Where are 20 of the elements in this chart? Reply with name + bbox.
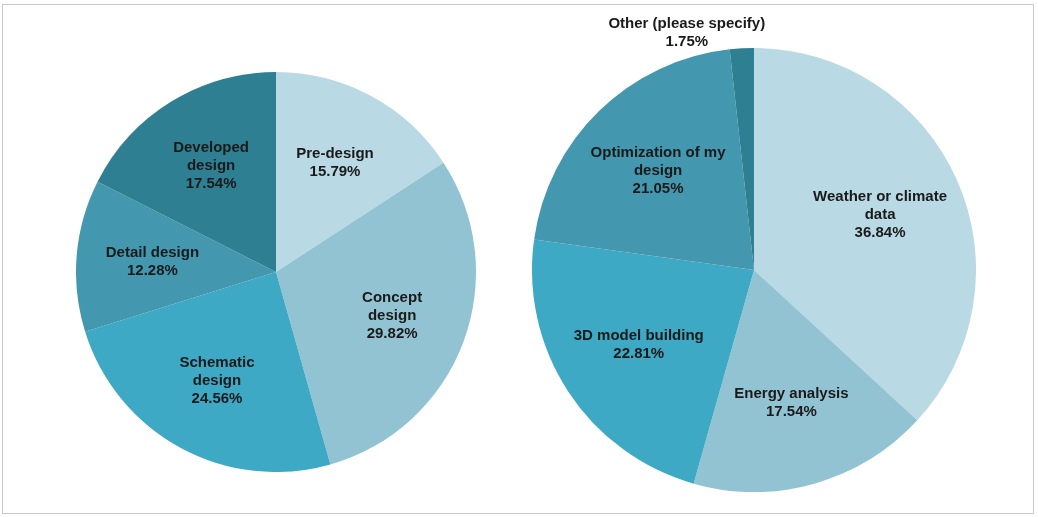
data-label: 22.81%	[613, 344, 665, 362]
data-label: 17.54%	[185, 174, 237, 192]
slice-label: 3D model building	[573, 326, 704, 344]
slice-label: Detail design	[105, 242, 200, 260]
slice-label: Developed design	[173, 138, 249, 174]
slice-label: Optimization of my design	[590, 143, 727, 179]
slice-label: Other (please specify)	[608, 14, 766, 32]
data-label: 17.54%	[766, 401, 817, 419]
data-label: 15.79%	[309, 162, 361, 180]
data-label: 29.82%	[366, 323, 418, 341]
slice-label: Schematic design	[179, 353, 255, 389]
data-label: 36.84%	[854, 222, 906, 240]
slice-label: Energy analysis	[734, 383, 849, 401]
data-label: 1.75%	[665, 32, 709, 50]
data-label: 24.56%	[191, 389, 243, 407]
slice-label: Pre-design	[296, 144, 374, 162]
slice-label: Weather or climate data	[813, 186, 948, 222]
data-label: 21.05%	[632, 179, 684, 197]
data-label: 12.28%	[126, 260, 178, 278]
slice-label: Concept design	[362, 287, 423, 323]
